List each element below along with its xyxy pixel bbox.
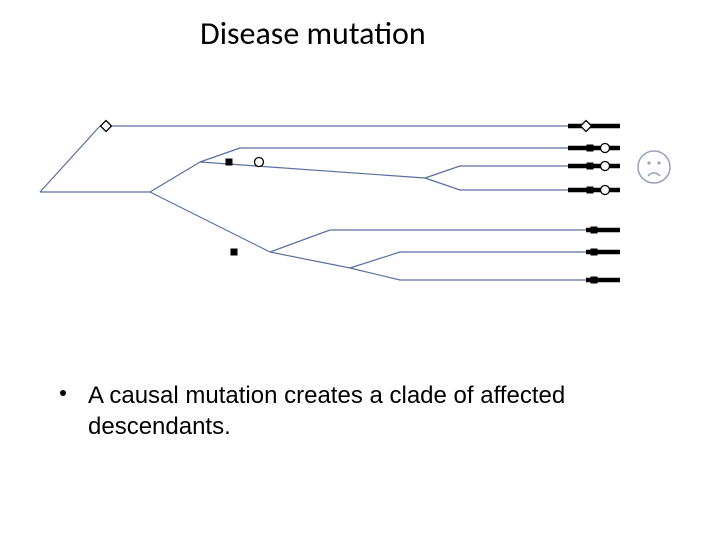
marker-square-icon xyxy=(591,277,598,284)
marker-square-icon xyxy=(587,187,594,194)
bullet-text: A causal mutation creates a clade of aff… xyxy=(88,380,660,442)
marker-diamond-icon xyxy=(101,121,112,132)
marker-square-icon xyxy=(231,249,238,256)
bullet-item: A causal mutation creates a clade of aff… xyxy=(60,380,660,442)
marker-circle-icon xyxy=(601,186,610,195)
marker-circle-icon xyxy=(255,158,264,167)
slide-title: Disease mutation xyxy=(200,14,426,53)
sad-face-icon xyxy=(638,151,670,183)
marker-square-icon xyxy=(226,159,233,166)
bullet-dot-icon xyxy=(60,390,66,396)
marker-circle-icon xyxy=(601,162,610,171)
marker-circle-icon xyxy=(601,144,610,153)
marker-square-icon xyxy=(587,145,594,152)
marker-square-icon xyxy=(587,163,594,170)
marker-square-icon xyxy=(591,249,598,256)
marker-square-icon xyxy=(591,227,598,234)
phylogeny-diagram xyxy=(30,100,690,300)
marker-diamond-icon xyxy=(581,121,592,132)
